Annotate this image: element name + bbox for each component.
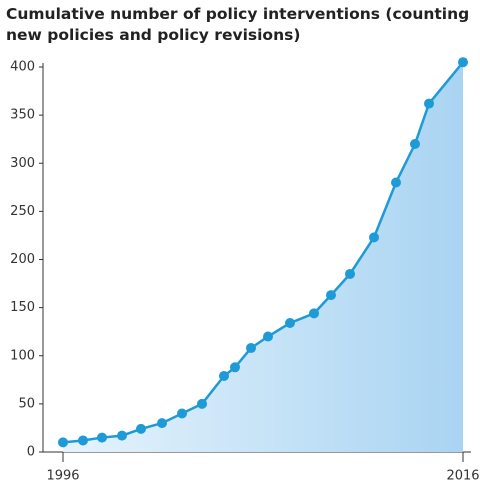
point [219, 370, 229, 381]
point [263, 331, 273, 342]
point [369, 232, 379, 243]
point [157, 418, 167, 429]
point [424, 98, 434, 109]
y-tick-label: 100 [10, 348, 35, 363]
y-tick-label: 150 [10, 300, 35, 315]
y-tick-label: 350 [10, 108, 35, 123]
point [230, 362, 240, 373]
point [197, 398, 207, 409]
point [391, 177, 401, 188]
chart-title: Cumulative number of policy intervention… [6, 5, 470, 44]
point [246, 343, 256, 354]
point [345, 268, 355, 279]
point [458, 57, 468, 68]
point [136, 423, 146, 434]
y-tick-label: 400 [10, 60, 35, 75]
y-tick-label: 200 [10, 252, 35, 267]
point [410, 139, 420, 149]
x-tick-label: 2016 [446, 469, 479, 484]
point [309, 308, 319, 319]
y-tick-label: 0 [27, 445, 35, 460]
y-tick-label: 300 [10, 156, 35, 171]
y-tick-label: 250 [10, 204, 35, 219]
point [177, 408, 187, 419]
y-tick-label: 50 [18, 396, 35, 411]
point [326, 290, 336, 301]
point [78, 435, 88, 446]
x-tick-label: 1996 [46, 469, 79, 484]
area [63, 62, 463, 452]
point [97, 432, 107, 443]
point [58, 437, 68, 448]
point [117, 430, 127, 441]
point [285, 318, 295, 329]
